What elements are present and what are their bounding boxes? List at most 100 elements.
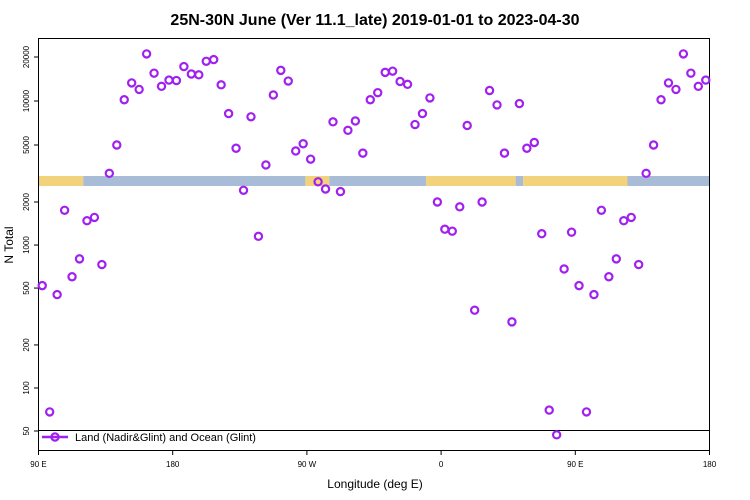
- strip-ocean-1: [83, 176, 306, 186]
- data-point-0-80: [633, 259, 644, 270]
- data-point-0-82: [648, 140, 659, 150]
- data-point-0-65: [522, 143, 532, 153]
- data-point-0-88: [693, 81, 704, 92]
- data-point-0-49: [402, 79, 413, 90]
- data-point-0-7: [89, 212, 100, 223]
- data-point-0-77: [611, 254, 622, 264]
- y-tick-label-lower-1: 100: [22, 381, 31, 395]
- data-point-0-13: [134, 84, 144, 95]
- data-point-0-9: [104, 168, 115, 179]
- y-tick-label-lower-2: 200: [22, 338, 31, 352]
- legend: Land (Nadir&Glint) and Ocean (Glint): [42, 432, 256, 444]
- strip-land-4: [426, 176, 516, 186]
- data-point-0-67: [537, 229, 547, 239]
- data-point-0-12: [126, 78, 137, 88]
- data-point-0-47: [387, 66, 398, 76]
- data-point-0-8: [97, 259, 107, 270]
- y-tick-label-lower-4: 1000: [22, 236, 31, 254]
- legend-label: Land (Nadir&Glint) and Ocean (Glint): [75, 432, 256, 444]
- strip-land-6: [523, 176, 628, 186]
- chart-title: 25N-30N June (Ver 11.1_late) 2019-01-01 …: [170, 12, 579, 29]
- data-point-0-38: [320, 184, 331, 194]
- data-point-0-36: [305, 154, 316, 164]
- x-tick-label-4: 90 E: [567, 460, 583, 469]
- y-tick-label-lower-3: 500: [22, 281, 31, 295]
- data-point-0-53: [432, 197, 443, 207]
- y-tick-label-upper-0: 5000: [22, 136, 31, 154]
- data-point-0-39: [328, 117, 338, 127]
- data-point-0-34: [291, 146, 301, 156]
- data-point-0-71: [566, 227, 577, 237]
- data-point-0-3: [59, 205, 70, 215]
- x-tick-label-2: 90 W: [298, 460, 317, 469]
- data-point-0-31: [268, 90, 279, 100]
- data-point-0-79: [626, 212, 636, 223]
- data-point-0-59: [477, 197, 487, 207]
- data-point-0-20: [186, 69, 197, 79]
- data-point-0-63: [507, 317, 517, 327]
- data-point-0-15: [149, 68, 159, 78]
- data-point-0-18: [171, 75, 182, 86]
- data-point-0-60: [484, 85, 495, 96]
- data-point-0-24: [216, 80, 226, 90]
- data-point-0-76: [604, 272, 614, 282]
- y-tick-label-upper-1: 10000: [22, 89, 31, 112]
- strip-land-0: [38, 176, 84, 186]
- data-point-0-28: [246, 112, 256, 122]
- data-point-0-0: [37, 280, 47, 291]
- y-tick-label-lower-0: 50: [22, 426, 31, 435]
- data-point-0-16: [156, 81, 167, 92]
- x-tick-label-0: 90 E: [30, 460, 46, 469]
- data-point-0-52: [425, 93, 435, 103]
- data-point-0-68: [544, 405, 554, 415]
- data-point-0-58: [469, 305, 480, 315]
- x-tick-label-3: 0: [439, 460, 444, 469]
- data-point-0-75: [596, 205, 607, 215]
- data-point-0-62: [499, 148, 510, 158]
- strip-land-2: [305, 176, 330, 186]
- data-point-0-10: [112, 140, 122, 150]
- strip-ocean-3: [329, 176, 427, 186]
- x-tick-label-1: 180: [166, 460, 180, 469]
- data-point-0-42: [350, 116, 361, 126]
- data-point-0-33: [283, 76, 293, 86]
- data-point-0-37: [313, 177, 323, 187]
- data-point-0-45: [373, 87, 383, 98]
- data-point-0-66: [529, 137, 539, 148]
- data-point-0-30: [261, 160, 271, 170]
- data-point-0-85: [671, 84, 681, 95]
- data-point-0-89: [701, 75, 711, 85]
- data-point-0-25: [223, 108, 234, 119]
- y-tick-label-lower-5: 2000: [22, 193, 31, 211]
- data-point-0-73: [581, 407, 592, 417]
- data-point-0-40: [335, 186, 346, 197]
- data-series: [37, 49, 711, 440]
- data-point-0-78: [619, 215, 629, 226]
- data-point-0-44: [365, 95, 375, 105]
- plot-frame: [38, 38, 710, 431]
- data-point-0-5: [74, 254, 85, 264]
- data-point-0-83: [656, 95, 666, 105]
- x-tick-label-5: 180: [703, 460, 717, 469]
- strip-ocean-5: [515, 176, 524, 186]
- data-point-0-6: [82, 215, 92, 226]
- y-axis-label: N Total: [2, 226, 16, 263]
- data-point-0-43: [358, 148, 368, 158]
- data-point-0-51: [417, 108, 428, 119]
- land-ocean-strip: [38, 176, 710, 186]
- y-tick-label-upper-2: 20000: [22, 45, 31, 68]
- data-point-0-48: [395, 76, 405, 87]
- data-point-0-11: [119, 95, 129, 105]
- data-point-0-35: [298, 139, 308, 149]
- data-point-0-87: [686, 68, 696, 78]
- data-point-0-56: [455, 202, 465, 212]
- data-point-0-26: [231, 143, 241, 153]
- data-point-0-29: [253, 231, 264, 242]
- data-point-0-72: [574, 280, 584, 291]
- x-axis-label: Longitude (deg E): [327, 477, 422, 491]
- data-point-0-2: [52, 289, 62, 300]
- data-point-0-1: [44, 407, 55, 417]
- data-point-0-50: [410, 119, 420, 130]
- strip-ocean-7: [627, 176, 710, 186]
